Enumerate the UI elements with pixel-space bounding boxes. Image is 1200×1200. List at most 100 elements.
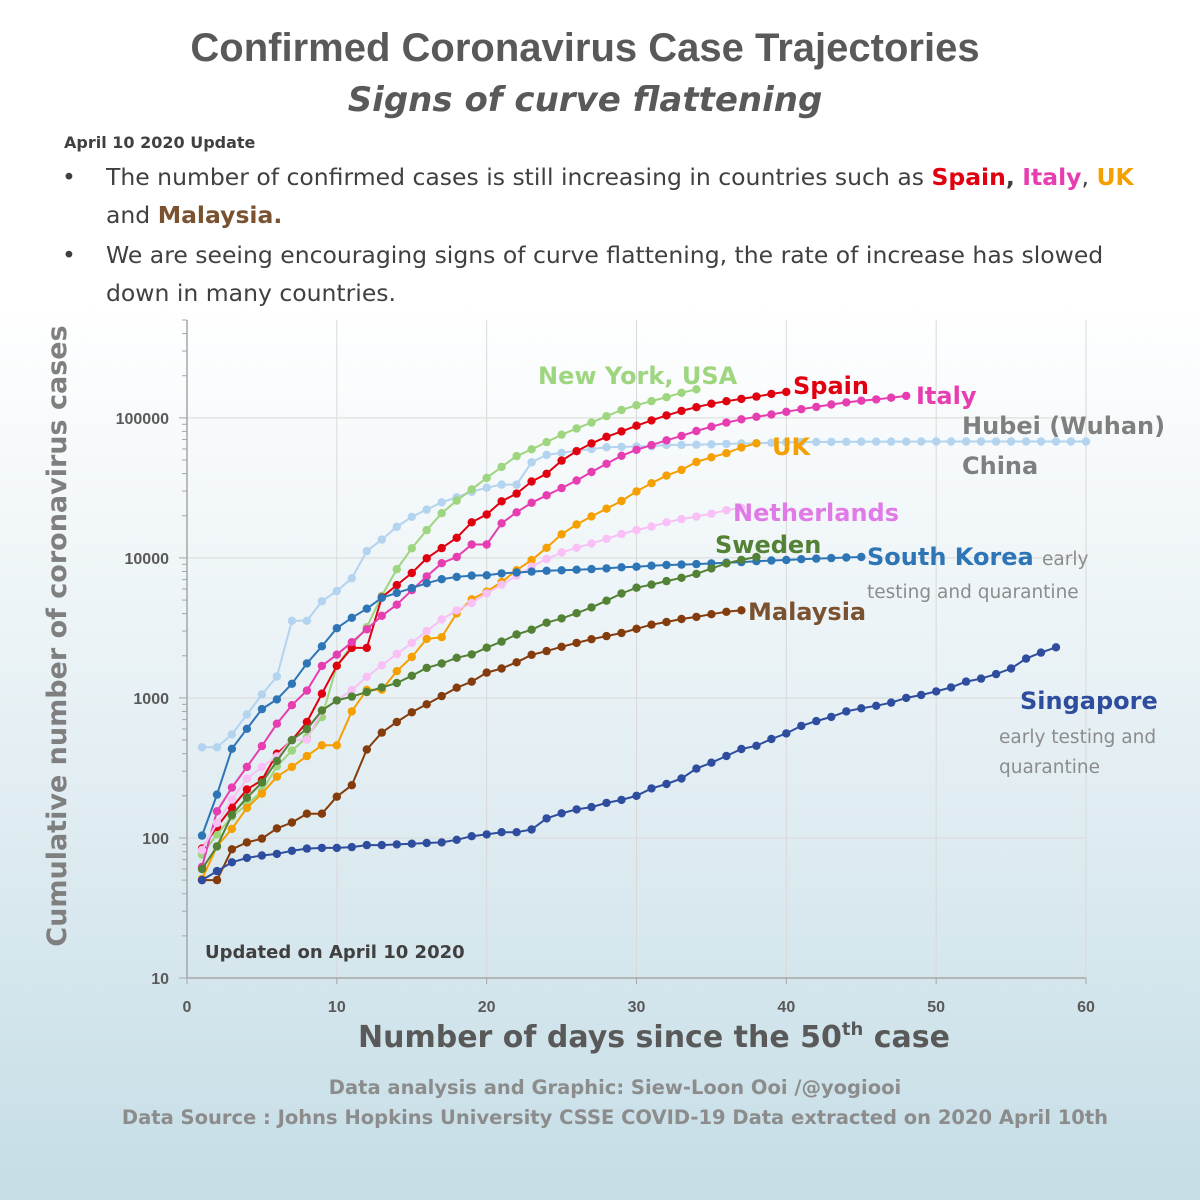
chart-axes: 10 100 1000 10000 100000 0 10 20 30 40 50 60 xyxy=(116,319,1095,1016)
data-point-hubei-wuhan xyxy=(242,710,252,719)
data-point-sweden xyxy=(422,663,431,673)
label-uk: UK xyxy=(772,433,811,461)
data-point-hubei-wuhan xyxy=(482,483,491,492)
data-point-malaysia xyxy=(437,691,446,701)
data-point-uk xyxy=(707,453,716,462)
data-point-malaysia xyxy=(287,818,297,827)
data-point-new-york-usa xyxy=(662,393,671,402)
data-point-singapore xyxy=(407,839,416,848)
data-point-sweden xyxy=(602,596,611,605)
data-point-singapore xyxy=(542,814,551,823)
data-point-hubei-wuhan xyxy=(1021,437,1031,446)
data-point-italy xyxy=(722,418,731,427)
data-point-singapore xyxy=(917,690,926,700)
data-point-hubei-wuhan xyxy=(257,690,267,699)
data-point-singapore xyxy=(227,858,237,867)
data-point-hubei-wuhan xyxy=(1066,437,1076,446)
label-spain: Spain xyxy=(793,372,869,400)
data-point-italy xyxy=(527,498,536,507)
data-point-new-york-usa xyxy=(512,451,521,461)
data-point-netherlands xyxy=(497,580,506,589)
data-point-sweden xyxy=(512,630,521,639)
data-point-south-korea xyxy=(647,561,656,570)
data-point-uk xyxy=(647,479,656,488)
data-point-new-york-usa xyxy=(557,430,566,439)
data-point-singapore xyxy=(317,843,327,853)
data-point-sweden xyxy=(572,609,581,618)
data-point-south-korea xyxy=(677,560,686,569)
data-point-uk xyxy=(602,504,611,513)
data-point-italy xyxy=(632,445,641,454)
data-point-uk xyxy=(587,512,596,521)
data-point-hubei-wuhan xyxy=(902,437,911,446)
data-point-malaysia xyxy=(467,677,476,686)
data-point-italy xyxy=(572,476,581,485)
data-point-south-korea xyxy=(332,624,341,633)
data-point-netherlands xyxy=(737,503,746,512)
data-point-singapore xyxy=(782,729,791,738)
data-point-hubei-wuhan xyxy=(317,597,327,606)
series-new-york-usa xyxy=(197,385,701,859)
data-point-italy xyxy=(812,402,821,412)
data-point-hubei-wuhan xyxy=(407,512,416,521)
data-point-new-york-usa xyxy=(632,401,641,410)
data-point-uk xyxy=(737,443,746,452)
data-point-singapore xyxy=(587,802,596,812)
data-point-malaysia xyxy=(617,628,626,638)
label-south-korea: South Korea xyxy=(867,543,1034,571)
data-point-sweden xyxy=(497,637,506,646)
data-point-singapore xyxy=(332,843,341,853)
data-point-sweden xyxy=(392,678,401,688)
data-point-netherlands xyxy=(542,554,551,564)
data-point-uk xyxy=(662,471,671,480)
data-point-italy xyxy=(482,540,491,549)
data-point-new-york-usa xyxy=(572,424,581,433)
data-point-sweden xyxy=(302,724,312,734)
y-tick-label: 100 xyxy=(142,831,169,848)
data-point-hubei-wuhan xyxy=(976,437,986,446)
data-point-south-korea xyxy=(497,569,506,578)
data-point-sweden xyxy=(722,559,731,568)
data-point-south-korea xyxy=(632,562,641,571)
data-point-sweden xyxy=(542,618,551,627)
data-point-italy xyxy=(857,396,866,405)
data-point-singapore xyxy=(662,779,671,789)
data-point-sweden xyxy=(677,573,686,582)
data-point-netherlands xyxy=(377,661,386,670)
data-point-malaysia xyxy=(497,664,506,673)
data-point-singapore xyxy=(557,809,566,818)
data-point-hubei-wuhan xyxy=(1036,437,1046,446)
data-point-south-korea xyxy=(287,679,297,688)
data-point-new-york-usa xyxy=(422,525,431,535)
data-point-south-korea xyxy=(602,564,611,573)
y-axis-label: Cumulative number of coronavirus cases xyxy=(42,325,73,946)
x-tick-label: 0 xyxy=(183,999,192,1016)
data-point-hubei-wuhan xyxy=(991,437,1001,446)
data-point-hubei-wuhan xyxy=(332,586,341,596)
data-point-sweden xyxy=(287,735,297,745)
x-axis-label-main: Number of days since the 50 xyxy=(358,1020,842,1055)
data-point-hubei-wuhan xyxy=(1006,437,1016,446)
bullet1-comma2: , xyxy=(1081,163,1097,191)
data-point-new-york-usa xyxy=(467,485,476,494)
data-point-uk xyxy=(617,496,626,506)
data-point-netherlands xyxy=(482,589,491,598)
x-tick-label: 60 xyxy=(1077,999,1095,1016)
data-point-sweden xyxy=(752,552,761,562)
bullet1-text: The number of confirmed cases is still i… xyxy=(106,163,932,191)
data-point-south-korea xyxy=(527,567,536,576)
data-point-malaysia xyxy=(572,638,581,648)
data-point-spain xyxy=(242,785,252,794)
data-point-new-york-usa xyxy=(647,396,656,406)
data-point-netherlands xyxy=(722,506,731,515)
data-point-malaysia xyxy=(557,642,566,651)
update-bullets: • The number of confirmed cases is still … xyxy=(62,158,1142,314)
data-point-italy xyxy=(257,741,267,751)
data-point-sweden xyxy=(212,842,222,851)
data-point-hubei-wuhan xyxy=(512,480,521,489)
data-point-italy xyxy=(887,393,896,402)
data-point-spain xyxy=(557,456,566,465)
series-uk xyxy=(197,439,761,884)
data-point-netherlands xyxy=(677,514,686,524)
data-point-netherlands xyxy=(632,525,641,535)
